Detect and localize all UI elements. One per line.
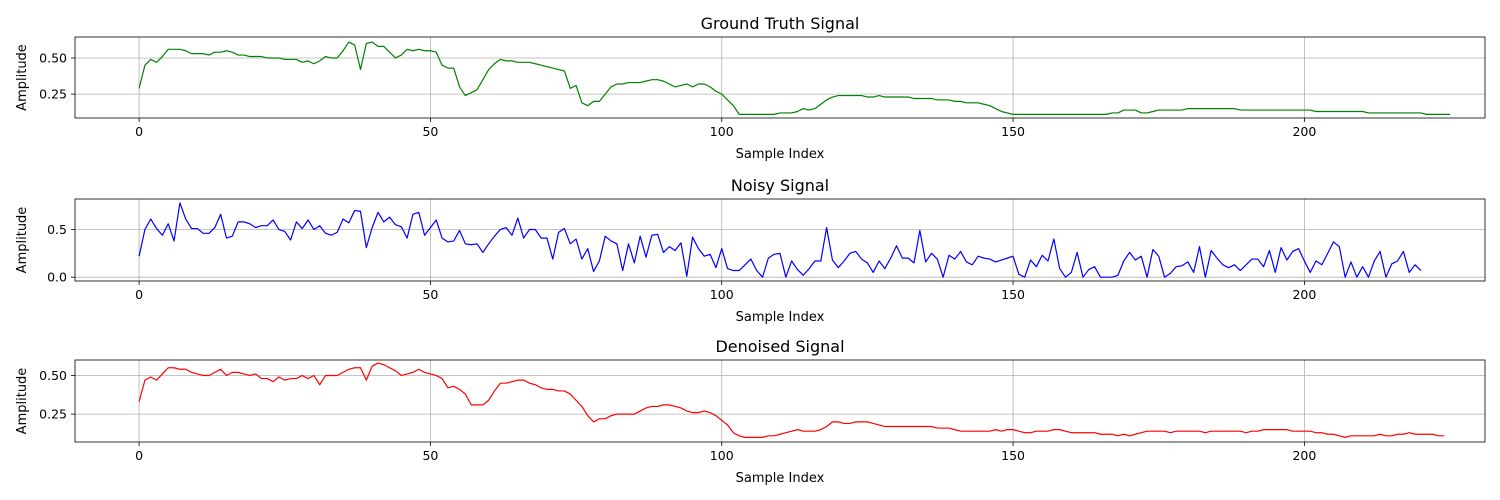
y-axis-label: Amplitude — [15, 368, 30, 435]
x-axis-label: Sample Index — [736, 310, 825, 325]
x-tick-label: 50 — [422, 287, 438, 302]
chart-title: Ground Truth Signal — [701, 14, 860, 33]
y-tick-label: 0.25 — [39, 87, 67, 102]
x-tick-label: 0 — [135, 287, 143, 302]
x-tick-label: 100 — [710, 124, 734, 139]
chart-panel-1: 0 50 100 150 200 0.25 0.50 Ground Truth Signal S… — [15, 14, 1486, 162]
y-axis-label: Amplitude — [15, 44, 30, 111]
series-line — [138, 362, 1445, 438]
chart-title: Denoised Signal — [715, 337, 844, 356]
x-tick-label: 200 — [1292, 124, 1316, 139]
x-tick-label: 50 — [422, 448, 438, 463]
chart-title: Noisy Signal — [731, 176, 829, 195]
y-axis-label: Amplitude — [15, 207, 30, 274]
y-tick-label: 0.5 — [47, 222, 67, 237]
series-line — [138, 202, 1422, 278]
plot-frame — [74, 198, 1486, 282]
x-tick-label: 100 — [710, 448, 734, 463]
plot-frame — [74, 359, 1486, 443]
y-tick-label: 0.50 — [39, 50, 67, 65]
x-tick-label: 50 — [422, 124, 438, 139]
x-tick-label: 0 — [135, 124, 143, 139]
x-tick-label: 100 — [710, 287, 734, 302]
y-tick-label: 0.0 — [47, 270, 67, 285]
y-tick-label: 0.25 — [39, 407, 67, 422]
series-line — [138, 41, 1451, 115]
plot-frame — [74, 36, 1486, 119]
x-tick-label: 150 — [1001, 287, 1025, 302]
y-tick-label: 0.50 — [39, 368, 67, 383]
x-tick-label: 150 — [1001, 448, 1025, 463]
chart-panel-3: 0 50 100 150 200 0.25 0.50 Denoised Signal Sampl… — [15, 337, 1486, 486]
x-tick-label: 0 — [135, 448, 143, 463]
chart-panel-2: 0 50 100 150 200 0.0 0.5 Noisy Signal Sample Ind… — [15, 176, 1486, 325]
x-tick-label: 200 — [1292, 287, 1316, 302]
x-axis-label: Sample Index — [736, 471, 825, 486]
x-tick-label: 200 — [1292, 448, 1316, 463]
x-axis-label: Sample Index — [736, 147, 825, 162]
x-tick-label: 150 — [1001, 124, 1025, 139]
